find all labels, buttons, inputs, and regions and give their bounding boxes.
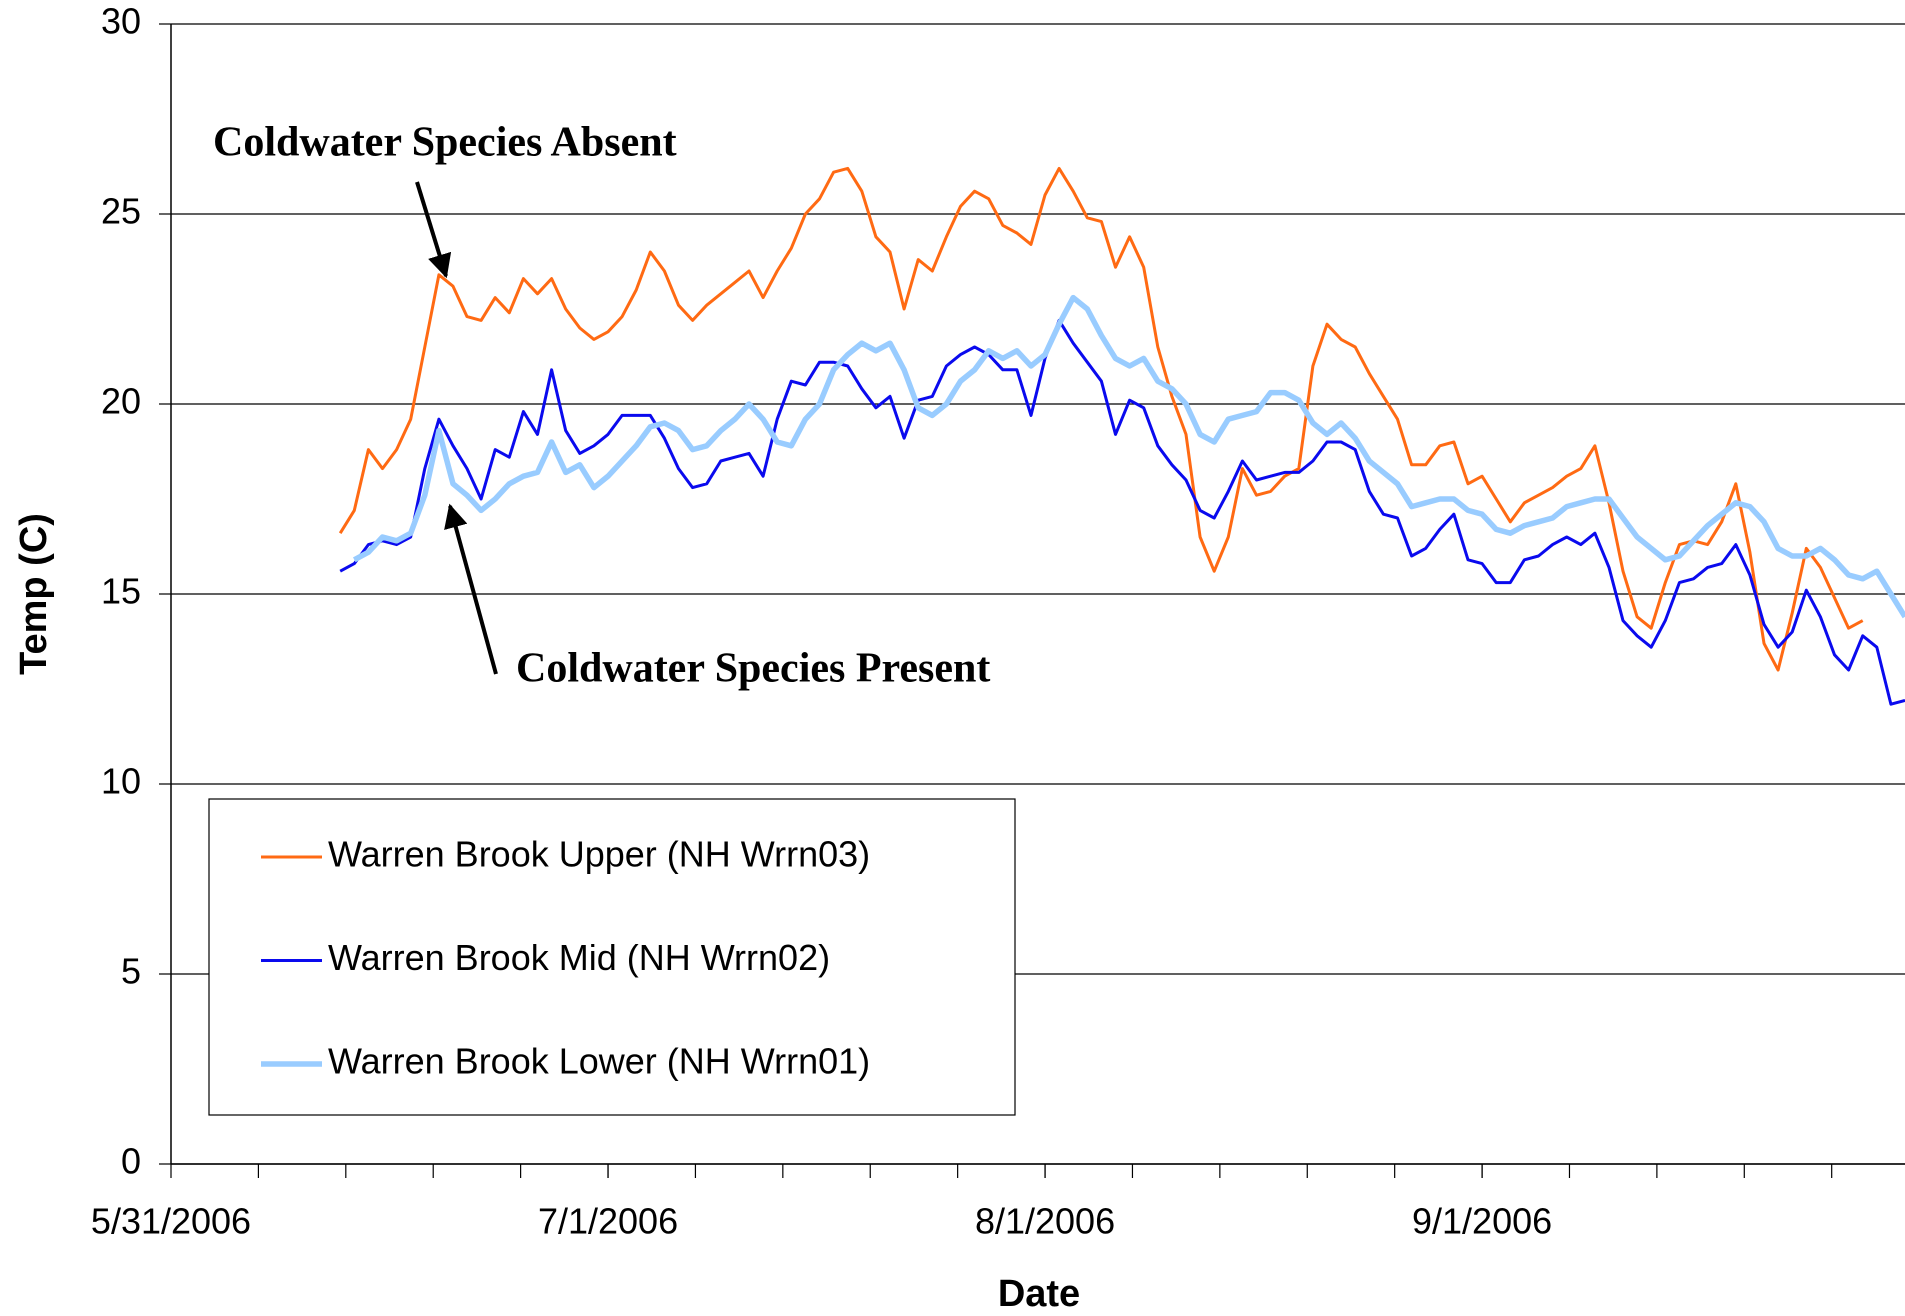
annotation: Coldwater Species Present [516, 646, 990, 692]
x-tick-label: 9/1/2006 [1412, 1201, 1552, 1242]
y-tick-label: 25 [101, 191, 141, 232]
legend-label: Warren Brook Upper (NH Wrrn03) [328, 834, 870, 875]
annotation-arrow [444, 503, 498, 675]
legend-label: Warren Brook Lower (NH Wrrn01) [328, 1041, 870, 1082]
y-tick-label: 0 [121, 1141, 141, 1182]
annotation-arrow [415, 181, 452, 279]
x-axis-title: Date [998, 1273, 1080, 1315]
legend-box [208, 798, 1016, 1116]
annotation: Coldwater Species Absent [213, 120, 677, 166]
x-tick-label: 5/31/2006 [91, 1201, 251, 1242]
y-tick-label: 20 [101, 381, 141, 422]
x-tick-label: 8/1/2006 [975, 1201, 1115, 1242]
legend: Warren Brook Upper (NH Wrrn03) Warren Bro… [208, 798, 1016, 1116]
legend-label: Warren Brook Mid (NH Wrrn02) [328, 937, 830, 978]
lines [338, 166, 1905, 706]
series-line [339, 318, 1905, 706]
y-tick-label: 30 [101, 1, 141, 42]
x-tick-label: 7/1/2006 [538, 1201, 678, 1242]
y-tick-label: 15 [101, 571, 141, 612]
y-axis-title: Temp (C) [13, 513, 55, 675]
y-tick-label: 5 [121, 951, 141, 992]
series-line [338, 166, 1864, 672]
y-tick-label: 10 [101, 761, 141, 802]
series-line [352, 294, 1905, 619]
axes: 0 5 10 15 20 25 30 5/31/2006 7/1/2006 8/1/2006 9/1… [91, 1, 1905, 1242]
